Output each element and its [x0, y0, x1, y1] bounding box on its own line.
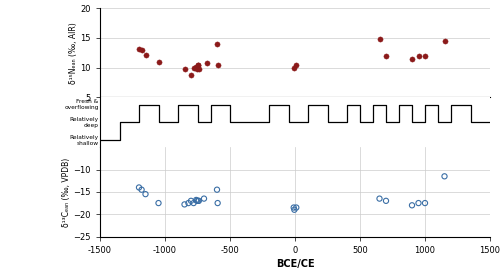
Point: [190, 201, 198, 205]
Point: [138, 188, 145, 192]
Point: [184, 201, 192, 205]
Point: [192, 198, 200, 202]
Point: [421, 201, 429, 205]
Point: [154, 60, 162, 64]
Point: [213, 42, 221, 46]
Point: [194, 62, 202, 67]
Point: [414, 54, 422, 58]
Point: [180, 202, 188, 207]
Point: [408, 203, 416, 208]
Point: [194, 199, 202, 203]
Point: [194, 62, 202, 67]
Point: [214, 201, 222, 205]
Point: [180, 67, 188, 72]
Point: [290, 208, 298, 212]
X-axis label: BCE/CE: BCE/CE: [276, 259, 314, 269]
Point: [290, 205, 298, 210]
Point: [138, 48, 145, 52]
Point: [190, 66, 198, 70]
Point: [193, 67, 201, 71]
Point: [292, 205, 300, 210]
Point: [382, 54, 390, 58]
Point: [192, 65, 200, 69]
Point: [187, 199, 195, 203]
Point: [376, 196, 384, 201]
Point: [440, 39, 448, 43]
Point: [214, 62, 222, 67]
Point: [408, 57, 416, 61]
Point: [292, 62, 300, 67]
Y-axis label: δ¹³Cₑₐₙ (‰, VPDB): δ¹³Cₑₐₙ (‰, VPDB): [62, 157, 70, 227]
Point: [213, 188, 221, 192]
Point: [135, 46, 143, 51]
Point: [202, 61, 210, 65]
Point: [382, 199, 390, 203]
Point: [200, 196, 208, 201]
Point: [187, 73, 195, 77]
Point: [421, 54, 429, 58]
Point: [135, 185, 143, 190]
Y-axis label: δ¹⁵Nₑₐₙ (‰, AIR): δ¹⁵Nₑₐₙ (‰, AIR): [68, 22, 78, 84]
Point: [290, 65, 298, 70]
Point: [142, 192, 150, 196]
Point: [195, 199, 203, 203]
Point: [193, 199, 201, 203]
Point: [195, 67, 203, 72]
Point: [142, 53, 150, 57]
Point: [154, 201, 162, 205]
Point: [440, 174, 448, 178]
Point: [414, 201, 422, 205]
Point: [376, 37, 384, 41]
